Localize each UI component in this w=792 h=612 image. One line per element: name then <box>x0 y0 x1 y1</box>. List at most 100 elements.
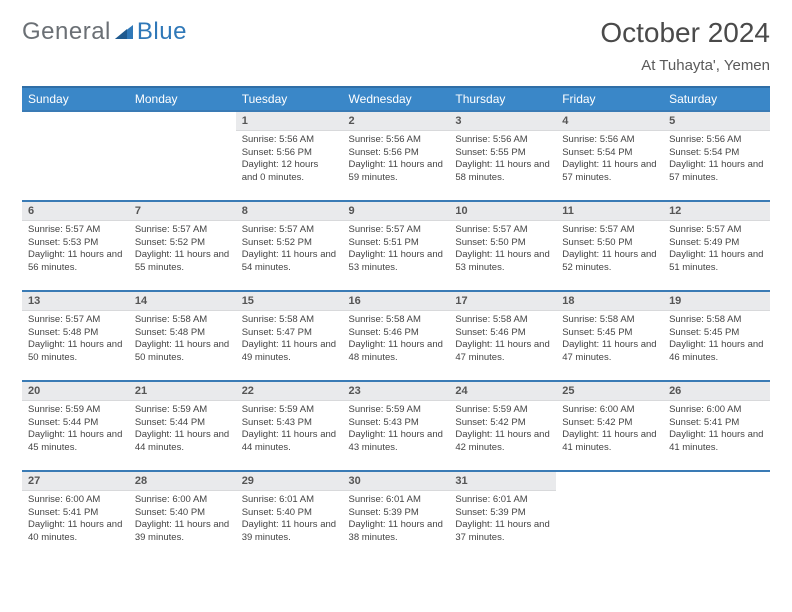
day-number: 7 <box>129 202 236 221</box>
sunrise-line: Sunrise: 5:58 AM <box>242 314 337 327</box>
daylight-line: Daylight: 11 hours and 58 minutes. <box>455 159 550 185</box>
calendar-row: 6Sunrise: 5:57 AMSunset: 5:53 PMDaylight… <box>22 201 770 291</box>
sunset-line: Sunset: 5:50 PM <box>562 237 657 250</box>
sunrise-line: Sunrise: 5:59 AM <box>28 404 123 417</box>
day-details: Sunrise: 5:57 AMSunset: 5:53 PMDaylight:… <box>22 221 129 290</box>
sunset-line: Sunset: 5:48 PM <box>135 327 230 340</box>
calendar-day-cell: 14Sunrise: 5:58 AMSunset: 5:48 PMDayligh… <box>129 291 236 381</box>
title-block: October 2024 At Tuhayta', Yemen <box>600 18 770 74</box>
day-details: Sunrise: 5:56 AMSunset: 5:54 PMDaylight:… <box>663 131 770 200</box>
day-number: 14 <box>129 292 236 311</box>
sunset-line: Sunset: 5:51 PM <box>349 237 444 250</box>
day-details: Sunrise: 6:01 AMSunset: 5:40 PMDaylight:… <box>236 491 343 560</box>
day-details: Sunrise: 5:57 AMSunset: 5:48 PMDaylight:… <box>22 311 129 380</box>
sunrise-line: Sunrise: 6:00 AM <box>669 404 764 417</box>
calendar-row: 1Sunrise: 5:56 AMSunset: 5:56 PMDaylight… <box>22 111 770 201</box>
day-details: Sunrise: 5:59 AMSunset: 5:44 PMDaylight:… <box>22 401 129 470</box>
sunset-line: Sunset: 5:52 PM <box>242 237 337 250</box>
sunrise-line: Sunrise: 5:56 AM <box>242 134 337 147</box>
sunrise-line: Sunrise: 5:57 AM <box>455 224 550 237</box>
day-number: 23 <box>343 382 450 401</box>
day-number: 25 <box>556 382 663 401</box>
day-number: 11 <box>556 202 663 221</box>
sunrise-line: Sunrise: 5:57 AM <box>562 224 657 237</box>
day-number: 27 <box>22 472 129 491</box>
day-number: 6 <box>22 202 129 221</box>
sunrise-line: Sunrise: 5:56 AM <box>349 134 444 147</box>
day-number: 18 <box>556 292 663 311</box>
sunset-line: Sunset: 5:50 PM <box>455 237 550 250</box>
sunrise-line: Sunrise: 5:57 AM <box>135 224 230 237</box>
calendar-day-cell: 13Sunrise: 5:57 AMSunset: 5:48 PMDayligh… <box>22 291 129 381</box>
sunset-line: Sunset: 5:46 PM <box>455 327 550 340</box>
day-details: Sunrise: 5:57 AMSunset: 5:52 PMDaylight:… <box>236 221 343 290</box>
day-details: Sunrise: 5:59 AMSunset: 5:44 PMDaylight:… <box>129 401 236 470</box>
day-details: Sunrise: 5:57 AMSunset: 5:49 PMDaylight:… <box>663 221 770 290</box>
daylight-line: Daylight: 11 hours and 56 minutes. <box>28 249 123 275</box>
day-number: 26 <box>663 382 770 401</box>
sunrise-line: Sunrise: 5:56 AM <box>562 134 657 147</box>
daylight-line: Daylight: 11 hours and 40 minutes. <box>28 519 123 545</box>
daylight-line: Daylight: 12 hours and 0 minutes. <box>242 159 337 185</box>
calendar-day-cell: 21Sunrise: 5:59 AMSunset: 5:44 PMDayligh… <box>129 381 236 471</box>
brand-logo: General Blue <box>22 18 187 46</box>
day-number: 29 <box>236 472 343 491</box>
daylight-line: Daylight: 11 hours and 37 minutes. <box>455 519 550 545</box>
day-number: 9 <box>343 202 450 221</box>
sunset-line: Sunset: 5:54 PM <box>669 147 764 160</box>
calendar-day-cell: 12Sunrise: 5:57 AMSunset: 5:49 PMDayligh… <box>663 201 770 291</box>
day-details: Sunrise: 5:59 AMSunset: 5:42 PMDaylight:… <box>449 401 556 470</box>
day-details: Sunrise: 5:59 AMSunset: 5:43 PMDaylight:… <box>343 401 450 470</box>
daylight-line: Daylight: 11 hours and 57 minutes. <box>562 159 657 185</box>
sunset-line: Sunset: 5:45 PM <box>562 327 657 340</box>
calendar-day-cell: 23Sunrise: 5:59 AMSunset: 5:43 PMDayligh… <box>343 381 450 471</box>
day-number: 17 <box>449 292 556 311</box>
daylight-line: Daylight: 11 hours and 52 minutes. <box>562 249 657 275</box>
daylight-line: Daylight: 11 hours and 50 minutes. <box>28 339 123 365</box>
day-details: Sunrise: 5:57 AMSunset: 5:52 PMDaylight:… <box>129 221 236 290</box>
calendar-column-header: Friday <box>556 87 663 111</box>
daylight-line: Daylight: 11 hours and 59 minutes. <box>349 159 444 185</box>
day-details: Sunrise: 5:57 AMSunset: 5:50 PMDaylight:… <box>449 221 556 290</box>
day-number: 16 <box>343 292 450 311</box>
calendar-column-header: Saturday <box>663 87 770 111</box>
sunrise-line: Sunrise: 5:59 AM <box>349 404 444 417</box>
calendar-day-cell: 30Sunrise: 6:01 AMSunset: 5:39 PMDayligh… <box>343 471 450 560</box>
brand-text-1: General <box>22 18 111 45</box>
calendar-column-header: Tuesday <box>236 87 343 111</box>
calendar-day-cell: 24Sunrise: 5:59 AMSunset: 5:42 PMDayligh… <box>449 381 556 471</box>
daylight-line: Daylight: 11 hours and 39 minutes. <box>135 519 230 545</box>
day-number: 31 <box>449 472 556 491</box>
sunset-line: Sunset: 5:42 PM <box>455 417 550 430</box>
calendar-head: SundayMondayTuesdayWednesdayThursdayFrid… <box>22 87 770 111</box>
day-details: Sunrise: 6:00 AMSunset: 5:41 PMDaylight:… <box>663 401 770 470</box>
day-number: 13 <box>22 292 129 311</box>
calendar-day-cell: 26Sunrise: 6:00 AMSunset: 5:41 PMDayligh… <box>663 381 770 471</box>
sunrise-line: Sunrise: 6:01 AM <box>455 494 550 507</box>
daylight-line: Daylight: 11 hours and 42 minutes. <box>455 429 550 455</box>
day-details: Sunrise: 5:58 AMSunset: 5:45 PMDaylight:… <box>663 311 770 380</box>
sunrise-line: Sunrise: 5:57 AM <box>349 224 444 237</box>
location-subtitle: At Tuhayta', Yemen <box>600 57 770 74</box>
daylight-line: Daylight: 11 hours and 53 minutes. <box>349 249 444 275</box>
calendar-column-header: Wednesday <box>343 87 450 111</box>
daylight-line: Daylight: 11 hours and 46 minutes. <box>669 339 764 365</box>
calendar-day-cell: 17Sunrise: 5:58 AMSunset: 5:46 PMDayligh… <box>449 291 556 381</box>
day-number: 15 <box>236 292 343 311</box>
sunset-line: Sunset: 5:39 PM <box>455 507 550 520</box>
sunset-line: Sunset: 5:41 PM <box>669 417 764 430</box>
day-number: 2 <box>343 112 450 131</box>
day-details: Sunrise: 6:01 AMSunset: 5:39 PMDaylight:… <box>449 491 556 560</box>
sunset-line: Sunset: 5:53 PM <box>28 237 123 250</box>
daylight-line: Daylight: 11 hours and 44 minutes. <box>242 429 337 455</box>
calendar-day-cell: 29Sunrise: 6:01 AMSunset: 5:40 PMDayligh… <box>236 471 343 560</box>
daylight-line: Daylight: 11 hours and 53 minutes. <box>455 249 550 275</box>
day-details: Sunrise: 5:59 AMSunset: 5:43 PMDaylight:… <box>236 401 343 470</box>
calendar-day-cell: 7Sunrise: 5:57 AMSunset: 5:52 PMDaylight… <box>129 201 236 291</box>
day-number: 12 <box>663 202 770 221</box>
daylight-line: Daylight: 11 hours and 50 minutes. <box>135 339 230 365</box>
daylight-line: Daylight: 11 hours and 41 minutes. <box>669 429 764 455</box>
sunset-line: Sunset: 5:40 PM <box>242 507 337 520</box>
calendar-body: 1Sunrise: 5:56 AMSunset: 5:56 PMDaylight… <box>22 111 770 560</box>
page: General Blue October 2024 At Tuhayta', Y… <box>0 0 792 560</box>
